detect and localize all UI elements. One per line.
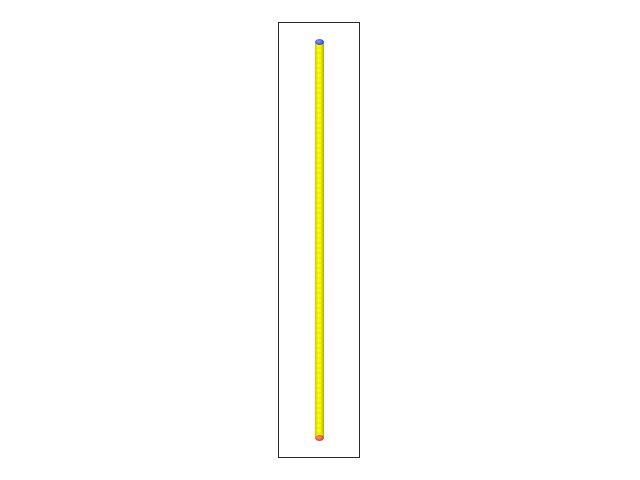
rod-segment-lines	[315, 47, 324, 434]
rod-body	[315, 43, 324, 437]
rod-bottom-cap	[315, 435, 324, 441]
rod-top-cap	[315, 39, 324, 45]
